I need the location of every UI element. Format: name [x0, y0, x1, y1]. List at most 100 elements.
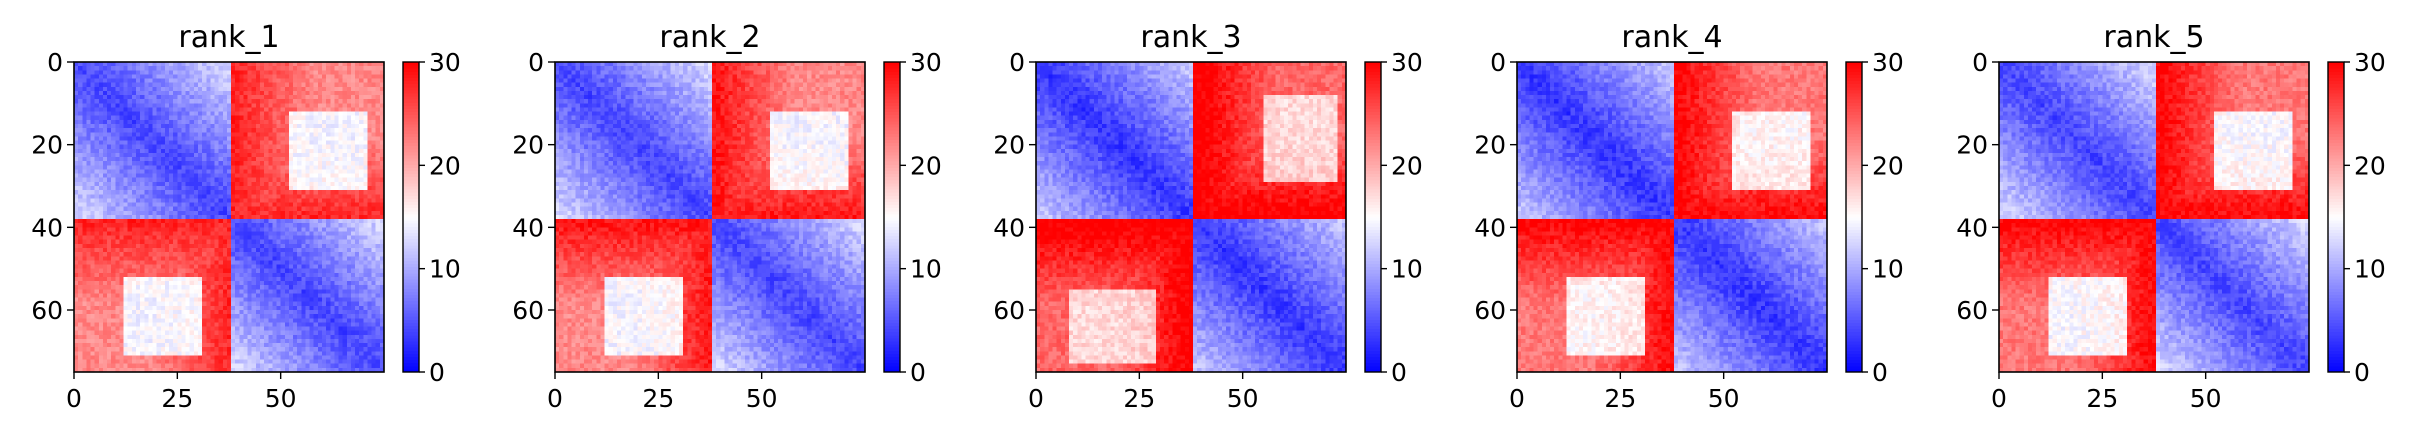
heatmap-cell — [351, 95, 356, 100]
heatmap-cell — [132, 293, 137, 298]
heatmap-cell — [322, 281, 327, 286]
heatmap-cell — [82, 277, 87, 282]
heatmap-cell — [181, 165, 186, 170]
heatmap-cell — [305, 244, 310, 249]
heatmap-cell — [86, 161, 91, 166]
heatmap-cell — [177, 227, 182, 232]
heatmap-cell — [326, 223, 331, 228]
heatmap-cell — [128, 244, 133, 249]
heatmap-cell — [128, 87, 133, 92]
heatmap-cell — [111, 302, 116, 307]
heatmap-cell — [99, 107, 104, 112]
heatmap-cell — [223, 327, 228, 332]
heatmap-cell — [351, 223, 356, 228]
heatmap-cell — [115, 306, 120, 311]
heatmap-cell — [95, 141, 100, 146]
heatmap-cell — [119, 293, 124, 298]
heatmap-cell — [363, 165, 368, 170]
heatmap-cell — [376, 252, 381, 257]
heatmap-cell — [359, 310, 364, 315]
heatmap-cell — [99, 318, 104, 323]
heatmap-cell — [231, 107, 236, 112]
heatmap-cell — [144, 306, 149, 311]
heatmap-cell — [153, 169, 158, 174]
heatmap-cell — [239, 136, 244, 141]
heatmap-cell — [223, 153, 228, 158]
heatmap-cell — [215, 273, 220, 278]
heatmap-cell — [227, 223, 232, 228]
heatmap-cell — [107, 227, 112, 232]
heatmap-cell — [91, 306, 96, 311]
heatmap-cell — [227, 95, 232, 100]
heatmap-cell — [318, 136, 323, 141]
heatmap-cell — [111, 260, 116, 265]
heatmap-cell — [281, 112, 286, 117]
heatmap-cell — [186, 124, 191, 129]
heatmap-cell — [339, 298, 344, 303]
heatmap-cell — [153, 302, 158, 307]
heatmap-cell — [190, 132, 195, 137]
heatmap-cell — [301, 273, 306, 278]
heatmap-cell — [132, 182, 137, 187]
heatmap-cell — [136, 174, 141, 179]
heatmap-cell — [219, 265, 224, 270]
heatmap-cell — [347, 157, 352, 162]
heatmap-cell — [314, 252, 319, 257]
heatmap-cell — [305, 269, 310, 274]
heatmap-cell — [301, 322, 306, 327]
heatmap-cell — [310, 293, 315, 298]
heatmap-cell — [330, 103, 335, 108]
heatmap-cell — [318, 182, 323, 187]
heatmap-cell — [190, 207, 195, 212]
heatmap-cell — [318, 244, 323, 249]
heatmap-cell — [310, 269, 315, 274]
heatmap-cell — [78, 169, 83, 174]
heatmap-cell — [363, 141, 368, 146]
heatmap-cell — [252, 248, 257, 253]
heatmap-cell — [231, 124, 236, 129]
heatmap-cell — [215, 198, 220, 203]
heatmap-cell — [248, 244, 253, 249]
heatmap-cell — [376, 302, 381, 307]
heatmap-cell — [169, 260, 174, 265]
heatmap-cell — [153, 91, 158, 96]
heatmap-cell — [215, 293, 220, 298]
heatmap-cell — [322, 79, 327, 84]
heatmap-cell — [277, 165, 282, 170]
heatmap-cell — [190, 194, 195, 199]
heatmap-cell — [347, 244, 352, 249]
heatmap-cell — [310, 265, 315, 270]
heatmap-cell — [359, 256, 364, 261]
heatmap-cell — [210, 103, 215, 108]
heatmap-cell — [277, 207, 282, 212]
heatmap-cell — [281, 211, 286, 216]
heatmap-cell — [359, 99, 364, 104]
heatmap-cell — [351, 327, 356, 332]
heatmap-cell — [248, 331, 253, 336]
heatmap-cell — [210, 182, 215, 187]
heatmap-cell — [227, 83, 232, 88]
heatmap-cell — [301, 120, 306, 125]
heatmap-cell — [119, 132, 124, 137]
heatmap-cell — [111, 203, 116, 208]
heatmap-cell — [223, 273, 228, 278]
heatmap-cell — [202, 314, 207, 319]
heatmap-cell — [78, 215, 83, 220]
heatmap-cell — [169, 203, 174, 208]
heatmap-cell — [305, 322, 310, 327]
heatmap-cell — [334, 236, 339, 241]
heatmap-cell — [124, 289, 129, 294]
heatmap-cell — [173, 136, 178, 141]
heatmap-cell — [161, 322, 166, 327]
heatmap-cell — [264, 293, 269, 298]
heatmap-cell — [248, 281, 253, 286]
heatmap-cell — [140, 178, 145, 183]
heatmap-cell — [334, 256, 339, 261]
heatmap-cell — [169, 83, 174, 88]
heatmap-cell — [314, 289, 319, 294]
heatmap-cell — [169, 107, 174, 112]
heatmap-cell — [165, 124, 170, 129]
heatmap-cell — [277, 116, 282, 121]
heatmap-cell — [148, 302, 153, 307]
heatmap-cell — [351, 203, 356, 208]
